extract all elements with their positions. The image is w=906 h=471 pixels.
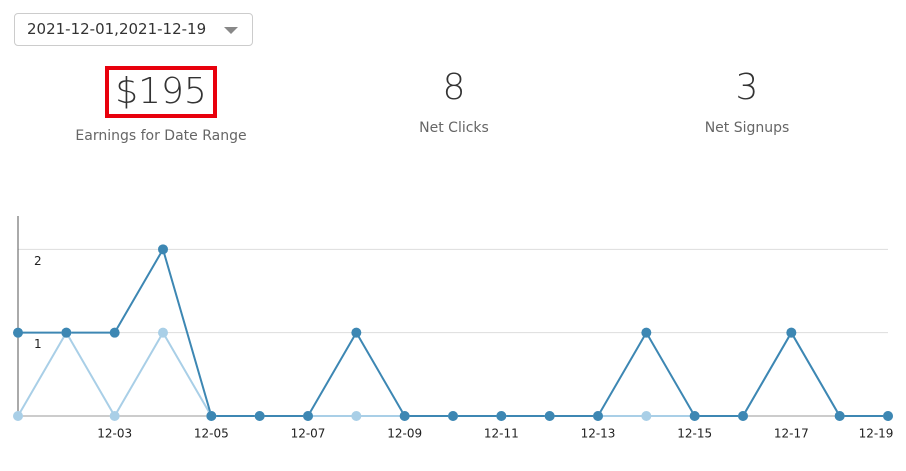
stat-value: 8	[442, 67, 466, 108]
dropdown-arrow	[224, 27, 238, 34]
data-point	[641, 411, 652, 421]
stat-earnings: $195 Earnings for Date Range	[31, 66, 291, 144]
x-tick-label: 12-05	[194, 427, 229, 441]
series-line	[17, 330, 888, 418]
data-point	[61, 327, 72, 338]
dropdown-value: 2021-12-01,2021-12-19	[27, 20, 207, 38]
data-point	[883, 411, 893, 421]
stat-value: 3	[735, 67, 759, 108]
data-point	[593, 411, 603, 421]
data-point	[303, 411, 313, 421]
y-tick-label: 2	[34, 254, 42, 268]
x-tick-label: 12-19	[859, 427, 894, 441]
x-tick-label: 12-03	[97, 427, 132, 441]
data-point	[689, 411, 700, 421]
x-tick-label: 12-09	[387, 427, 422, 441]
data-point	[109, 411, 120, 421]
stat-signups: 3 Net Signups	[617, 66, 877, 136]
data-point	[254, 411, 265, 421]
stat-clicks: 8 Net Clicks	[324, 66, 584, 136]
data-point	[351, 327, 362, 338]
data-point	[834, 411, 845, 421]
data-point	[496, 411, 507, 421]
x-tick-label: 12-11	[484, 427, 519, 441]
y-tick-label: 1	[34, 337, 42, 351]
data-point	[738, 411, 748, 421]
data-point	[641, 327, 652, 338]
data-point	[448, 411, 458, 421]
data-point	[158, 244, 168, 255]
stat-label: Net Clicks	[419, 120, 489, 136]
data-point	[13, 411, 23, 421]
data-point	[786, 327, 797, 338]
x-tick-label: 12-15	[677, 427, 712, 441]
x-tick-label: 12-13	[581, 427, 616, 441]
data-point	[399, 411, 410, 421]
stat-value: $195	[105, 66, 217, 118]
data-point	[109, 327, 120, 338]
data-point	[13, 327, 23, 338]
x-tick-label: 12-07	[291, 427, 326, 441]
date-range-dropdown[interactable]: 2021-12-01,2021-12-19	[14, 13, 253, 46]
data-point	[158, 327, 168, 338]
x-tick-label: 12-17	[774, 427, 809, 441]
data-point	[544, 411, 555, 421]
stat-label: Earnings for Date Range	[75, 128, 247, 144]
data-point	[206, 411, 217, 421]
data-point	[351, 411, 362, 421]
stat-label: Net Signups	[704, 120, 790, 136]
